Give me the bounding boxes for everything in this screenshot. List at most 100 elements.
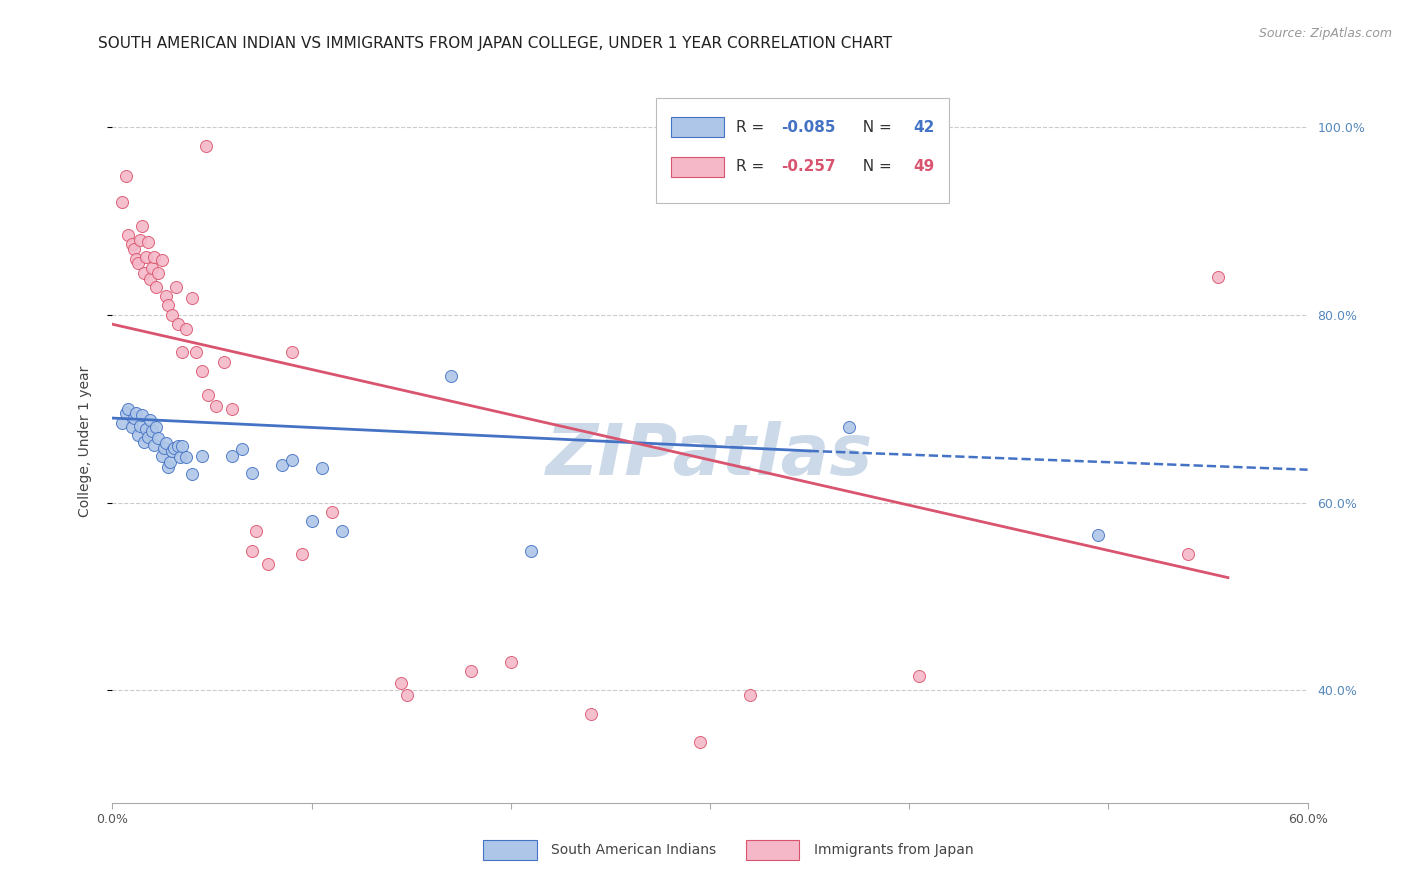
Point	[191, 364, 214, 378]
Point	[134, 434, 156, 449]
Text: R =: R =	[737, 120, 769, 135]
Point	[908, 669, 931, 683]
Point	[281, 453, 304, 467]
Point	[195, 139, 218, 153]
Point	[131, 409, 153, 423]
Point	[221, 401, 243, 416]
Text: Immigrants from Japan: Immigrants from Japan	[814, 843, 973, 856]
Point	[115, 169, 138, 183]
FancyBboxPatch shape	[747, 839, 800, 860]
Point	[125, 252, 148, 266]
Point	[150, 449, 173, 463]
Text: N =: N =	[853, 120, 897, 135]
FancyBboxPatch shape	[484, 839, 537, 860]
Point	[162, 308, 183, 322]
Point	[191, 449, 214, 463]
Point	[131, 219, 153, 233]
Y-axis label: College, Under 1 year: College, Under 1 year	[77, 366, 91, 517]
Point	[127, 256, 149, 270]
Point	[460, 665, 482, 679]
Point	[129, 418, 152, 433]
Point	[145, 420, 167, 434]
Point	[111, 416, 134, 430]
Point	[321, 505, 343, 519]
Text: ZIPatlas: ZIPatlas	[547, 422, 873, 491]
Point	[141, 260, 163, 275]
Point	[124, 411, 146, 425]
Point	[167, 439, 190, 453]
Point	[117, 228, 139, 243]
Point	[155, 436, 177, 450]
Point	[143, 250, 166, 264]
Point	[174, 322, 197, 336]
Point	[181, 467, 204, 482]
Point	[121, 420, 143, 434]
FancyBboxPatch shape	[671, 117, 724, 137]
Point	[186, 345, 208, 359]
Point	[231, 442, 253, 456]
Point	[311, 460, 333, 475]
Point	[205, 399, 228, 413]
Point	[150, 253, 173, 268]
Point	[270, 458, 292, 472]
Point	[155, 289, 177, 303]
Point	[281, 345, 304, 359]
Point	[172, 439, 194, 453]
Point	[172, 345, 194, 359]
FancyBboxPatch shape	[657, 98, 949, 203]
Text: Source: ZipAtlas.com: Source: ZipAtlas.com	[1258, 27, 1392, 40]
Point	[174, 450, 197, 465]
Text: -0.085: -0.085	[782, 120, 837, 135]
Point	[181, 291, 204, 305]
Point	[148, 431, 170, 445]
Point	[125, 406, 148, 420]
Text: -0.257: -0.257	[782, 160, 837, 175]
Point	[579, 706, 602, 721]
Point	[135, 422, 157, 436]
Text: 49: 49	[912, 160, 934, 175]
Point	[520, 544, 543, 558]
Point	[197, 387, 219, 401]
Point	[212, 355, 235, 369]
Point	[138, 430, 160, 444]
Point	[1087, 528, 1109, 542]
Point	[157, 298, 180, 312]
Point	[159, 455, 181, 469]
Point	[301, 514, 323, 528]
FancyBboxPatch shape	[671, 157, 724, 178]
Point	[134, 266, 156, 280]
Point	[148, 266, 170, 280]
Point	[138, 235, 160, 249]
Text: 42: 42	[912, 120, 935, 135]
Point	[689, 735, 711, 749]
Text: R =: R =	[737, 160, 769, 175]
Point	[221, 449, 243, 463]
Text: N =: N =	[853, 160, 897, 175]
Point	[440, 368, 463, 383]
Point	[163, 441, 186, 455]
Point	[257, 557, 280, 571]
Point	[1177, 547, 1199, 561]
Point	[145, 279, 167, 293]
Point	[330, 524, 353, 538]
Point	[291, 547, 314, 561]
Point	[117, 401, 139, 416]
Point	[139, 413, 162, 427]
Point	[129, 233, 152, 247]
Point	[240, 544, 263, 558]
Point	[838, 420, 860, 434]
Point	[240, 466, 263, 480]
Point	[1206, 270, 1229, 285]
Point	[165, 279, 187, 293]
Point	[121, 237, 143, 252]
Point	[169, 450, 191, 465]
Point	[139, 272, 162, 286]
Point	[135, 250, 157, 264]
Point	[162, 444, 183, 458]
Point	[167, 318, 190, 332]
Point	[124, 242, 146, 256]
Point	[143, 438, 166, 452]
Text: SOUTH AMERICAN INDIAN VS IMMIGRANTS FROM JAPAN COLLEGE, UNDER 1 YEAR CORRELATION: SOUTH AMERICAN INDIAN VS IMMIGRANTS FROM…	[98, 36, 893, 51]
Text: South American Indians: South American Indians	[551, 843, 716, 856]
Point	[127, 428, 149, 442]
